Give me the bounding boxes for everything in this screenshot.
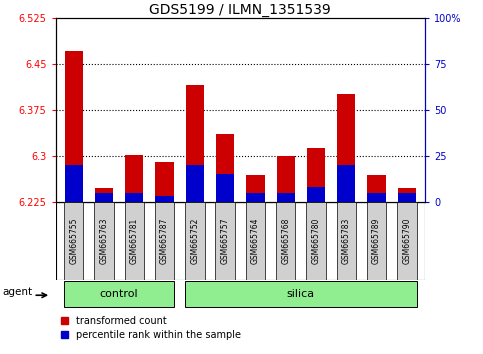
Text: GSM665783: GSM665783: [342, 217, 351, 264]
Bar: [337, 95, 355, 202]
Legend: transformed count, percentile rank within the sample: transformed count, percentile rank withi…: [58, 313, 244, 343]
Text: GSM665790: GSM665790: [402, 217, 412, 264]
Bar: [95, 193, 113, 202]
FancyBboxPatch shape: [64, 202, 84, 280]
FancyBboxPatch shape: [276, 202, 296, 280]
Bar: [398, 193, 416, 202]
FancyBboxPatch shape: [125, 202, 144, 280]
Title: GDS5199 / ILMN_1351539: GDS5199 / ILMN_1351539: [149, 3, 331, 17]
Text: agent: agent: [3, 287, 33, 297]
Bar: [156, 196, 174, 202]
Text: control: control: [100, 289, 139, 299]
Bar: [246, 193, 265, 202]
FancyBboxPatch shape: [64, 281, 174, 307]
Bar: [368, 175, 385, 202]
Text: GSM665780: GSM665780: [312, 217, 321, 264]
Bar: [337, 165, 355, 202]
FancyBboxPatch shape: [155, 202, 174, 280]
Bar: [125, 193, 143, 202]
Bar: [186, 85, 204, 202]
Bar: [368, 193, 385, 202]
Bar: [186, 165, 204, 202]
Bar: [125, 155, 143, 202]
Bar: [65, 51, 83, 202]
FancyBboxPatch shape: [367, 202, 386, 280]
FancyBboxPatch shape: [306, 202, 326, 280]
Bar: [398, 188, 416, 202]
Text: GSM665764: GSM665764: [251, 217, 260, 264]
Bar: [156, 162, 174, 202]
Bar: [216, 174, 234, 202]
Text: GSM665781: GSM665781: [130, 218, 139, 264]
FancyBboxPatch shape: [246, 202, 265, 280]
FancyBboxPatch shape: [185, 281, 416, 307]
FancyBboxPatch shape: [337, 202, 356, 280]
Text: GSM665787: GSM665787: [160, 217, 169, 264]
Text: GSM665768: GSM665768: [281, 217, 290, 264]
FancyBboxPatch shape: [94, 202, 114, 280]
FancyBboxPatch shape: [215, 202, 235, 280]
Text: GSM665755: GSM665755: [69, 217, 78, 264]
Text: silica: silica: [287, 289, 315, 299]
Bar: [246, 175, 265, 202]
Text: GSM665763: GSM665763: [99, 217, 109, 264]
Bar: [277, 156, 295, 202]
Bar: [216, 134, 234, 202]
Bar: [307, 187, 325, 202]
Bar: [307, 148, 325, 202]
Text: GSM665752: GSM665752: [190, 217, 199, 264]
Bar: [95, 188, 113, 202]
Bar: [277, 193, 295, 202]
Bar: [65, 165, 83, 202]
Text: GSM665757: GSM665757: [221, 217, 229, 264]
FancyBboxPatch shape: [397, 202, 416, 280]
FancyBboxPatch shape: [185, 202, 205, 280]
Text: GSM665789: GSM665789: [372, 217, 381, 264]
